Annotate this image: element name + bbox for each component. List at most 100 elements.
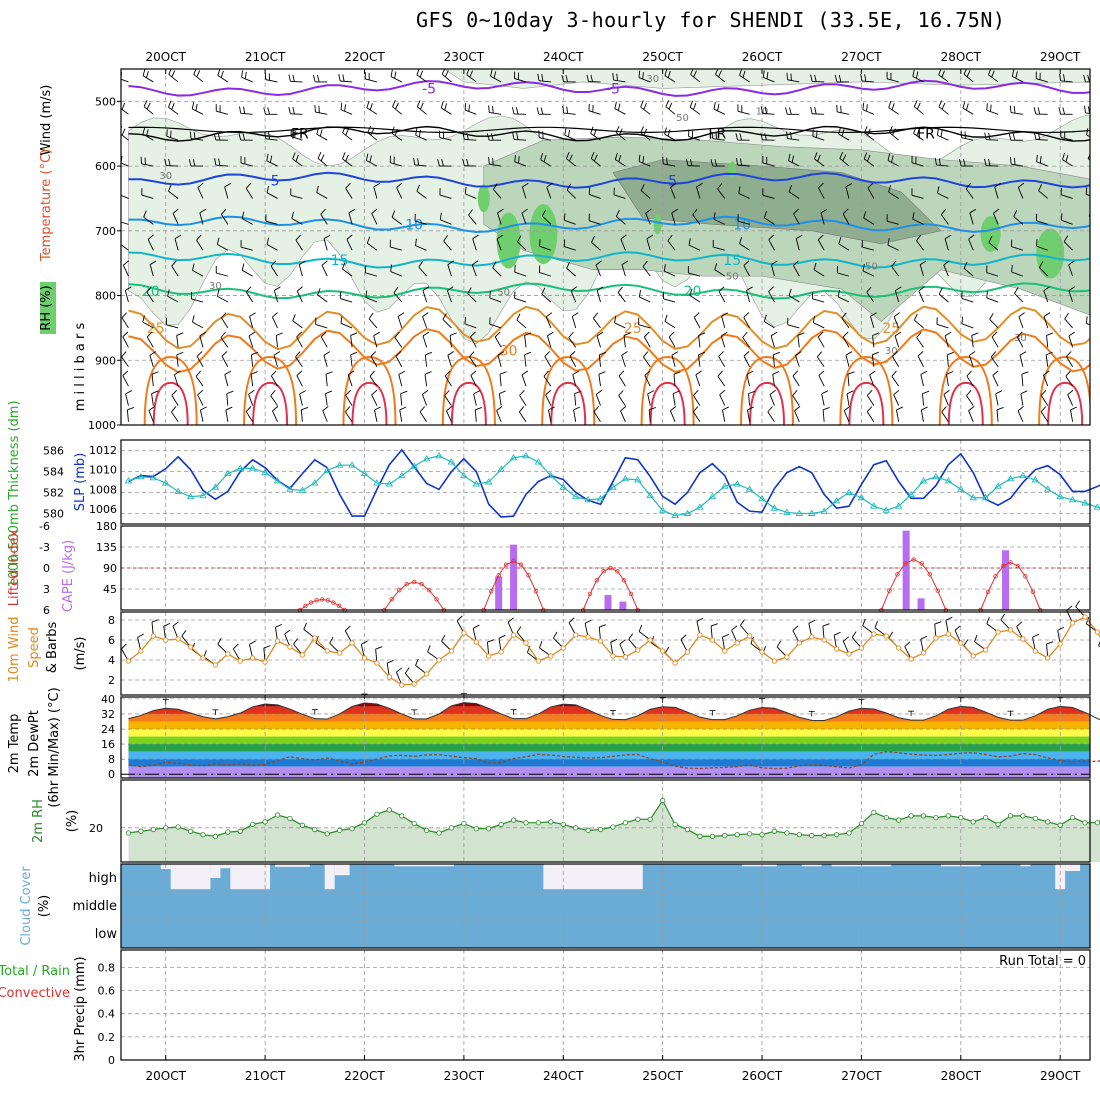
wind-barb-flag [218,158,221,166]
wind-barb-flag [1037,107,1041,115]
wind-barb [690,74,701,83]
wind-barb-flag [1068,331,1076,337]
thickness-marker [547,471,555,479]
wind-barb-flag [573,406,581,411]
wind-barb-flag [422,312,429,317]
wind-barb [966,395,974,406]
wind-barb [1068,290,1074,303]
wind-barb [813,322,825,329]
wind-barb-flag [989,313,994,320]
wind-barb-flag [318,105,320,113]
wind-barb-flag [943,389,950,395]
wind-barb [539,272,551,277]
wind-barb-flag [961,316,964,324]
wind-barb [614,322,626,329]
wind-barb [345,395,353,406]
thickness-marker [894,502,903,509]
wind-barb [142,321,154,329]
wind-barb-flag [172,208,179,214]
wind-barb-flag [1064,312,1069,320]
wind-barb [564,134,576,141]
rh-2m-marker [684,826,691,833]
wind-barb-flag [266,153,269,161]
wind-barb [172,213,179,225]
wind-barb [321,265,328,277]
wind-barb [1036,161,1048,167]
cloud-gap [324,864,335,890]
wind-barb-flag [1011,265,1013,273]
wind-barb [962,107,974,115]
isotherm-30-loop [143,356,198,425]
wind-barb [922,393,924,406]
lifted-index-tick-label: 3 [43,583,50,596]
wind-barb-flag [628,633,634,640]
wind-barb [886,78,899,83]
lifted-index-line [483,560,544,611]
wind-speed-marker [573,632,579,638]
top-date-label: 23OCT [444,50,485,64]
rh-tick-label: 20 [89,822,103,835]
wind-barb-flag [470,331,476,338]
wind-barb-flag [1034,132,1037,140]
rh-2m-marker [833,832,840,838]
wind-barb [444,375,452,387]
wind-barb [961,323,974,329]
wind-barb [221,356,229,367]
lifted-index-marker [419,581,424,587]
wind-barb-flag [945,616,953,621]
rh-2m-fill [128,800,1100,862]
wind-barb-flag [954,625,961,631]
wind-barb [122,265,129,277]
wind-barb [792,395,800,406]
wind-barb [240,246,253,251]
wind-barb [888,191,899,199]
wind-barb-flag [710,623,718,627]
wind-barb-flag [519,389,525,396]
wind-barb-flag [320,208,326,215]
precip-frame [120,949,1091,1061]
rh-high-patch [529,204,558,265]
lifted-index-marker [533,589,539,594]
wind-barb [493,189,502,199]
wind-barb-flag [943,260,950,266]
wind-barb-flag [188,159,192,167]
wind-barb-flag [986,617,990,624]
wind-barb-flag [149,351,157,356]
wind-barb [936,323,949,329]
wind-barb-flag [266,185,270,193]
wind-barb [916,240,924,251]
wind-barb-flag [366,236,371,244]
wind-barb [391,216,403,225]
wind-barb [271,316,278,329]
wind-frame [120,611,1091,696]
wind-barb [713,218,725,225]
wind-barb [787,79,800,83]
wind-barb [320,336,328,348]
wind-barb-flag [760,133,763,141]
wind-barb [737,220,750,225]
wind-barb-flag [422,286,430,291]
wind-barb-flag [1095,371,1100,374]
wind-barb-flag [766,71,769,79]
wind-barb [737,164,750,167]
wind-barb-flag [963,159,966,167]
wind-speed-marker [187,644,194,650]
wind-barb [538,80,551,83]
wind-barb [474,409,477,422]
wind-barb-flag [345,389,351,396]
precip-tick-label: 0.6 [98,985,116,998]
temp-tick-label: 32 [101,708,115,721]
wind-barb-flag [614,101,617,109]
thickness-tick-label: 582 [43,487,64,500]
wind-barb [1036,245,1048,251]
lifted-index-marker [526,573,531,578]
wind-barb-flag [867,128,871,136]
wind-barb [295,239,303,251]
thickness-marker [820,507,828,514]
wind-barb-flag [245,406,252,412]
wind-barb-flag [1017,406,1024,412]
wind-barb [390,162,402,167]
wind-barb-flag [1062,152,1065,160]
lifted-index-marker [336,603,342,609]
wind-barb-flag [1043,286,1050,292]
